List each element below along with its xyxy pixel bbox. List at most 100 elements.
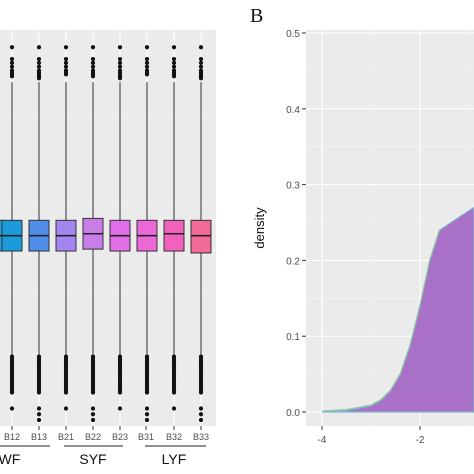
density-y-axis-label: density [252, 207, 267, 249]
outlier-point [117, 390, 123, 395]
box-B21 [55, 45, 77, 411]
outlier-point [36, 56, 42, 62]
box-plot-x-ticks: B12 B13 B21 B22 B23 B31 B32 B33 [4, 426, 209, 442]
outlier-point [144, 64, 150, 69]
outlier-point [63, 72, 69, 77]
outlier-point [117, 60, 123, 65]
outlier-point [198, 76, 204, 81]
density-panel: 0.0 0.1 0.2 0.3 0.4 0.5 -4 -2 density [252, 29, 474, 446]
y-tick-label: 0.3 [286, 181, 300, 192]
outlier-point [63, 60, 69, 65]
outlier-point [117, 64, 123, 69]
x-tick-label: -4 [318, 435, 327, 446]
y-tick-label: 0.4 [286, 105, 300, 116]
outlier-point [63, 390, 69, 395]
box-B31 [136, 45, 158, 423]
outlier-point [171, 406, 177, 411]
outlier-point [9, 45, 15, 50]
outlier-point [9, 56, 15, 62]
outlier-point [171, 45, 177, 50]
x-tick-label: B21 [58, 432, 74, 442]
outlier-point [36, 45, 42, 50]
outlier-point [36, 412, 42, 417]
outlier-point [36, 64, 42, 69]
outlier-point [171, 64, 177, 69]
outlier-point [144, 60, 150, 65]
outlier-point [117, 45, 123, 50]
outlier-point [9, 406, 15, 411]
outlier-point [198, 64, 204, 69]
outlier-point [90, 417, 96, 423]
x-tick-label: B13 [31, 432, 47, 442]
y-tick-label: 0.5 [286, 29, 300, 40]
box-B33 [190, 45, 212, 423]
outlier-point [198, 60, 204, 65]
outlier-point [171, 56, 177, 62]
density-area-layer [321, 206, 474, 413]
outlier-point [90, 56, 96, 62]
outlier-point [198, 56, 204, 62]
y-tick-label: 0.2 [286, 256, 300, 267]
box-plot-group-labels: GWF SYF LYF [0, 445, 206, 467]
panel-b-label: B [250, 5, 263, 27]
density-y-ticks: 0.0 0.1 0.2 0.3 0.4 0.5 [286, 29, 306, 419]
outlier-point [171, 60, 177, 65]
outlier-point [90, 74, 96, 79]
outlier-point [63, 56, 69, 62]
outlier-point [144, 45, 150, 50]
outlier-point [144, 417, 150, 423]
outlier-point [144, 412, 150, 417]
outlier-point [9, 64, 15, 69]
outlier-point [9, 60, 15, 65]
outlier-point [144, 390, 150, 395]
outlier-point [63, 64, 69, 69]
y-tick-label: 0.1 [286, 332, 300, 343]
outlier-point [117, 406, 123, 411]
outlier-point [90, 60, 96, 65]
group-label: SYF [79, 451, 106, 467]
outlier-point [198, 390, 204, 395]
box-plot-panel: B12 B13 B21 B22 B23 B31 B32 B33 GWF SYF LYF [0, 30, 216, 467]
box-B13 [28, 45, 50, 423]
x-tick-label: -2 [416, 435, 425, 446]
x-tick-label: B33 [193, 432, 209, 442]
outlier-point [90, 406, 96, 411]
box-body [163, 219, 185, 252]
x-tick-label: B31 [138, 432, 154, 442]
outlier-point [144, 72, 150, 77]
outlier-point [90, 45, 96, 50]
box-plot-boxes [0, 45, 212, 423]
outlier-point [171, 390, 177, 395]
x-tick-label: B32 [166, 432, 182, 442]
outlier-point [198, 406, 204, 411]
outlier-point [63, 406, 69, 411]
outlier-point [117, 76, 123, 81]
outlier-point [144, 56, 150, 62]
outlier-point [198, 417, 204, 423]
outlier-point [198, 45, 204, 50]
outlier-point [9, 390, 15, 395]
outlier-point [36, 406, 42, 411]
x-tick-label: B23 [112, 432, 128, 442]
outlier-point [171, 74, 177, 79]
x-tick-label: B22 [85, 432, 101, 442]
outlier-point [63, 45, 69, 50]
outlier-point [90, 390, 96, 395]
x-tick-label: B12 [4, 432, 20, 442]
box-body [190, 219, 212, 254]
outlier-point [144, 406, 150, 411]
outlier-point [90, 64, 96, 69]
y-tick-label: 0.0 [286, 408, 300, 419]
box-B22 [82, 45, 104, 423]
outlier-point [117, 56, 123, 62]
outlier-point [36, 60, 42, 65]
outlier-point [90, 412, 96, 417]
box-B12 [1, 45, 23, 411]
outlier-point [36, 417, 42, 423]
outlier-point [9, 74, 15, 79]
density-outline [321, 228, 441, 412]
outlier-point [36, 390, 42, 395]
box-B32 [163, 45, 185, 411]
outlier-point [198, 412, 204, 417]
